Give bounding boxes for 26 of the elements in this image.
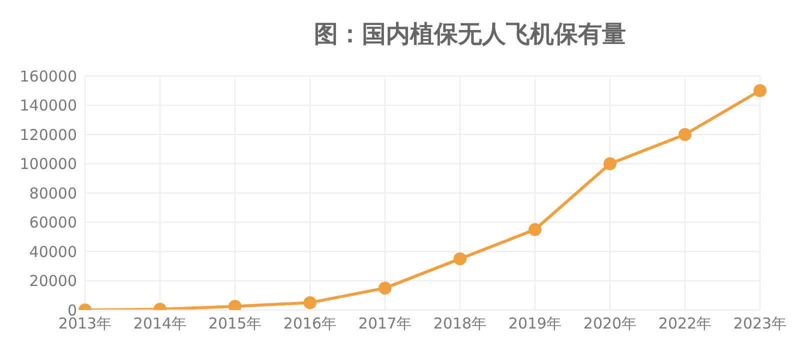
point <box>528 223 542 236</box>
x-tick-label: 2016年 <box>283 314 337 333</box>
x-tick-label: 2019年 <box>508 314 562 333</box>
x-tick-label: 2018年 <box>433 314 487 333</box>
point <box>304 296 316 310</box>
y-tick-label: 100000 <box>20 155 77 174</box>
x-tick-label: 2023年 <box>733 314 787 333</box>
y-tick-label: 160000 <box>20 67 77 86</box>
x-tick-label: 2015年 <box>208 314 262 333</box>
x-tick-label: 2022年 <box>658 314 712 333</box>
point <box>604 157 616 170</box>
x-tick-label: 2014年 <box>133 314 187 333</box>
y-tick-label: 140000 <box>20 96 77 115</box>
y-tick-label: 20000 <box>29 272 77 290</box>
x-tick-label: 2017年 <box>358 314 412 333</box>
y-tick-label: 60000 <box>29 214 77 232</box>
chart-title: 图：国内植保无人飞机保有量 <box>313 19 627 50</box>
y-tick-label: 80000 <box>29 184 77 202</box>
point <box>678 128 692 141</box>
point <box>378 282 392 295</box>
y-tick-label: 40000 <box>29 242 77 261</box>
x-tick-label: 2020年 <box>583 314 637 333</box>
x-tick-label: 2013年 <box>58 314 112 333</box>
point <box>454 252 466 266</box>
y-tick-label: 120000 <box>20 126 77 144</box>
point <box>754 84 766 98</box>
